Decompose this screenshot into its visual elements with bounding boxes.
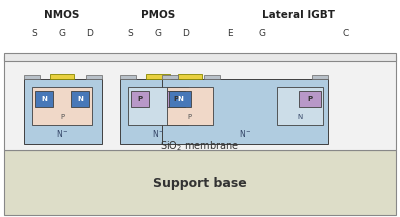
Text: N: N xyxy=(41,96,47,102)
Bar xyxy=(86,75,102,79)
Text: C: C xyxy=(343,29,349,38)
Bar xyxy=(120,75,136,79)
Bar xyxy=(167,87,213,125)
Bar xyxy=(128,87,188,125)
Text: G: G xyxy=(58,29,66,38)
Text: P: P xyxy=(174,96,178,102)
Bar xyxy=(71,91,89,107)
Bar xyxy=(35,91,53,107)
Text: N: N xyxy=(298,113,303,120)
Bar xyxy=(24,75,40,79)
Text: P: P xyxy=(138,96,142,102)
Text: S: S xyxy=(127,29,133,38)
Bar xyxy=(50,74,74,79)
Text: PMOS: PMOS xyxy=(141,10,175,20)
Text: N: N xyxy=(77,96,83,102)
Text: N$^-$: N$^-$ xyxy=(56,128,68,139)
Bar xyxy=(162,79,328,144)
Text: P: P xyxy=(307,96,312,102)
Bar xyxy=(162,75,178,79)
Bar xyxy=(182,75,198,79)
Text: D: D xyxy=(182,29,190,38)
Text: N: N xyxy=(177,96,183,102)
Bar xyxy=(169,91,191,107)
Bar xyxy=(24,79,102,144)
Bar xyxy=(178,74,202,79)
Bar xyxy=(312,75,328,79)
Text: E: E xyxy=(227,29,233,38)
Text: SiO$_2$ membrane: SiO$_2$ membrane xyxy=(160,140,240,153)
Text: Support base: Support base xyxy=(153,177,247,190)
Text: D: D xyxy=(86,29,94,38)
Bar xyxy=(277,87,323,125)
Bar xyxy=(299,91,321,107)
Bar xyxy=(131,91,149,107)
Text: G: G xyxy=(154,29,162,38)
Bar xyxy=(32,87,92,125)
Bar xyxy=(4,150,396,215)
Bar xyxy=(146,74,170,79)
Text: N$^-$: N$^-$ xyxy=(152,128,164,139)
Text: G: G xyxy=(258,29,266,38)
Text: Lateral IGBT: Lateral IGBT xyxy=(262,10,334,20)
Bar xyxy=(204,75,220,79)
Bar xyxy=(4,53,396,61)
Text: P: P xyxy=(188,113,192,120)
Bar xyxy=(167,91,185,107)
Text: S: S xyxy=(31,29,37,38)
Text: P: P xyxy=(60,113,64,120)
Text: N$^-$: N$^-$ xyxy=(238,128,252,139)
Text: NMOS: NMOS xyxy=(44,10,80,20)
Bar xyxy=(4,56,396,150)
Bar xyxy=(120,79,198,144)
